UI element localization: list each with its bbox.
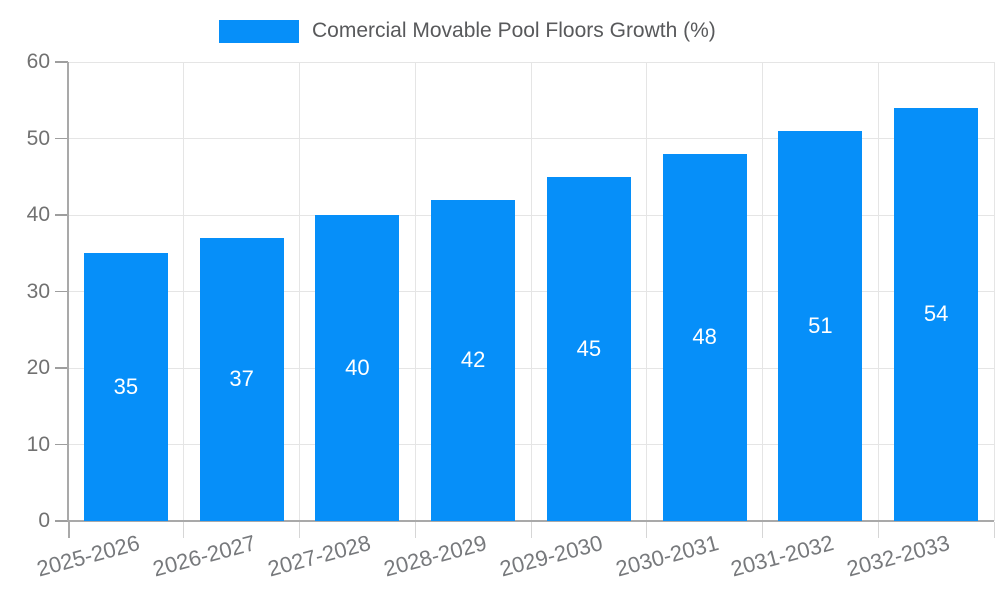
y-tick <box>55 520 68 522</box>
legend[interactable]: Comercial Movable Pool Floors Growth (%) <box>219 19 716 43</box>
y-tick-label: 40 <box>26 203 50 226</box>
x-tick <box>67 522 70 538</box>
y-tick <box>55 443 68 446</box>
bar-value-label: 45 <box>576 335 602 361</box>
x-tick <box>762 522 763 538</box>
legend-swatch <box>219 19 299 43</box>
bar[interactable]: 54 <box>894 107 979 521</box>
bar-value-label: 35 <box>113 374 139 400</box>
bar[interactable]: 40 <box>315 215 400 521</box>
y-tick-label: 60 <box>26 50 50 73</box>
y-tick-label: 0 <box>38 509 50 532</box>
bar[interactable]: 35 <box>83 253 168 521</box>
x-axis-line <box>68 520 994 522</box>
v-gridline <box>414 62 416 521</box>
bar[interactable]: 42 <box>431 199 516 521</box>
legend-label: Comercial Movable Pool Floors Growth (%) <box>312 19 716 42</box>
y-tick <box>55 290 68 293</box>
v-gridline <box>762 62 763 521</box>
bar-value-label: 42 <box>460 347 486 373</box>
x-tick <box>877 522 879 538</box>
y-tick-label: 30 <box>26 279 50 303</box>
x-tick <box>993 522 995 538</box>
v-gridline <box>646 62 648 521</box>
y-tick <box>55 137 68 140</box>
bar-value-label: 40 <box>345 355 370 380</box>
y-tick <box>55 61 68 63</box>
v-gridline <box>993 62 995 521</box>
x-tick <box>183 522 185 538</box>
bar-value-label: 54 <box>923 301 949 327</box>
plot-area: 0 10 20 30 40 50 60 35 2025-2026 37 2026-2027 40 202… <box>27 50 995 581</box>
bar[interactable]: 37 <box>199 237 284 521</box>
y-axis-line <box>67 62 69 521</box>
y-tick <box>55 214 68 216</box>
x-tick <box>530 522 532 538</box>
bar-value-label: 48 <box>692 324 717 350</box>
bar-value-label: 37 <box>229 366 254 392</box>
v-gridline <box>183 62 185 521</box>
y-tick <box>55 367 68 369</box>
bar[interactable]: 48 <box>662 153 747 521</box>
x-tick <box>299 522 300 538</box>
y-tick-label: 20 <box>26 356 50 379</box>
bar[interactable]: 51 <box>778 130 863 521</box>
y-tick-label: 50 <box>26 126 50 150</box>
y-tick-label: 10 <box>26 432 50 456</box>
bar-value-label: 51 <box>808 312 833 338</box>
v-gridline <box>530 62 532 521</box>
bar[interactable]: 45 <box>546 176 631 521</box>
x-tick <box>414 522 416 538</box>
v-gridline <box>877 62 879 521</box>
v-gridline <box>299 62 300 521</box>
x-tick <box>646 522 648 538</box>
